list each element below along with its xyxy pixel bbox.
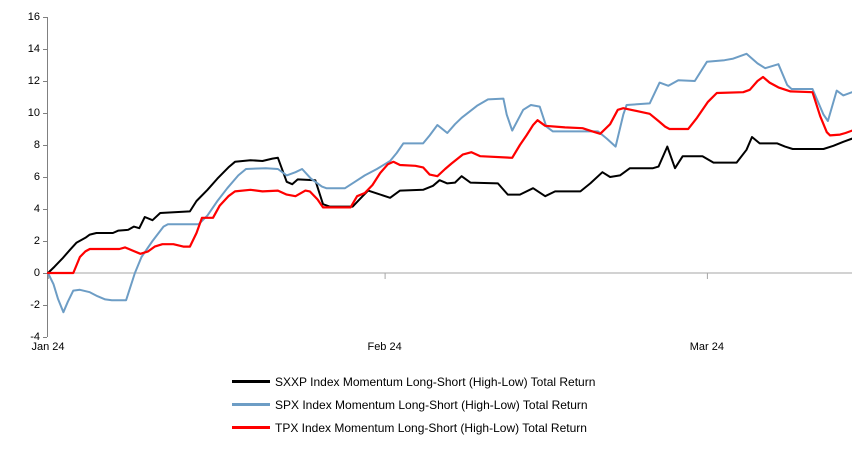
x-axis-tick-label: Jan 24: [31, 341, 65, 353]
y-axis-tick-label: 12: [27, 75, 40, 87]
legend-item: TPX Index Momentum Long-Short (High-Low)…: [232, 416, 595, 439]
y-axis-tick-label: 16: [27, 11, 40, 23]
legend-item: SXXP Index Momentum Long-Short (High-Low…: [232, 370, 595, 393]
series-line-2: [46, 75, 852, 275]
y-axis-tick-label: 14: [27, 43, 40, 55]
y-axis-tick-label: 10: [27, 107, 40, 119]
legend-label: SXXP Index Momentum Long-Short (High-Low…: [275, 374, 596, 389]
legend-line-swatch: [232, 403, 270, 406]
y-axis-tick-label: 0: [33, 267, 40, 279]
legend-label: SPX Index Momentum Long-Short (High-Low)…: [275, 397, 588, 412]
y-axis-tick-label: 2: [33, 235, 40, 247]
x-axis-tick-label: Mar 24: [689, 341, 725, 353]
legend: SXXP Index Momentum Long-Short (High-Low…: [232, 370, 595, 439]
series-line-1: [47, 52, 852, 314]
y-axis-tick-label: 8: [33, 139, 40, 151]
y-axis-tick-label: 6: [33, 171, 40, 183]
y-axis-tick-label: -2: [30, 299, 40, 311]
y-axis-tick-label: 4: [33, 203, 40, 215]
legend-label: TPX Index Momentum Long-Short (High-Low)…: [275, 420, 587, 435]
series-line-0: [47, 136, 852, 274]
x-axis-tick-label: Feb 24: [367, 341, 402, 353]
legend-line-swatch: [232, 426, 270, 429]
legend-line-swatch: [232, 380, 270, 383]
legend-item: SPX Index Momentum Long-Short (High-Low)…: [232, 393, 595, 416]
y-axis-tick-label: -4: [30, 331, 40, 343]
